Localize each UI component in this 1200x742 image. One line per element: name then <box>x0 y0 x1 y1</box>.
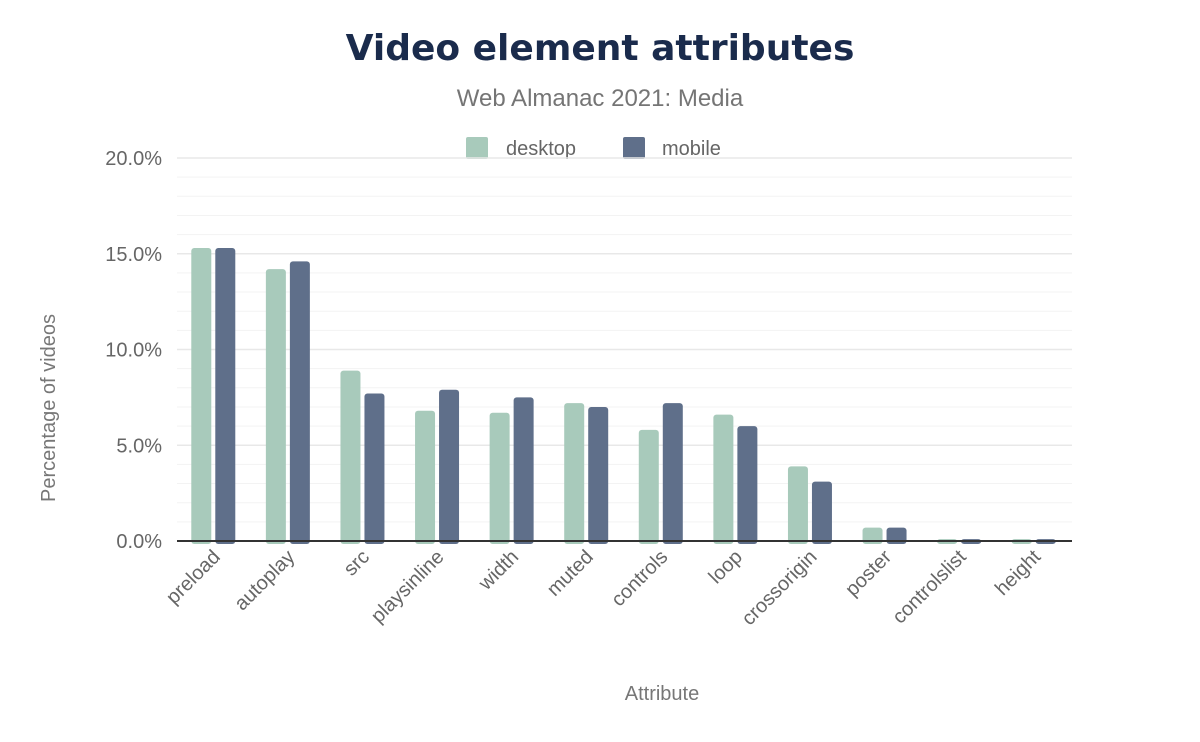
x-tick-label: controlslist <box>888 546 971 629</box>
bar-desktop-poster[interactable] <box>862 527 883 544</box>
bars <box>191 248 1056 544</box>
y-tick-label: 20.0% <box>105 148 162 170</box>
x-tick-label: preload <box>162 546 225 609</box>
bar-desktop-src[interactable] <box>340 370 361 544</box>
bar-desktop-autoplay[interactable] <box>265 269 286 544</box>
chart-subtitle: Web Almanac 2021: Media <box>457 85 744 112</box>
bar-mobile-width[interactable] <box>513 397 534 544</box>
bar-desktop-crossorigin[interactable] <box>787 466 808 544</box>
x-tick-label: crossorigin <box>738 546 822 630</box>
x-tick-label: autoplay <box>230 546 299 615</box>
legend-label-desktop[interactable]: desktop <box>506 138 576 160</box>
y-tick-label: 0.0% <box>116 531 162 553</box>
x-tick-label: width <box>474 546 523 595</box>
bar-mobile-crossorigin[interactable] <box>811 481 832 544</box>
bar-mobile-poster[interactable] <box>886 527 907 544</box>
x-tick-label: poster <box>841 546 896 601</box>
y-axis-title: Percentage of videos <box>38 314 60 502</box>
bar-desktop-loop[interactable] <box>713 414 734 544</box>
legend-label-mobile: mobile <box>662 138 721 160</box>
y-tick-label: 15.0% <box>105 244 162 266</box>
chart-title: Video element attributes <box>346 28 855 69</box>
legend-swatch-mobile[interactable] <box>623 137 645 159</box>
legend: desktop mobile <box>466 137 721 160</box>
x-tick-label: controls <box>607 546 672 611</box>
x-tick-label: muted <box>543 546 598 601</box>
x-tick-label: loop <box>705 546 747 588</box>
x-tick-label: src <box>340 546 374 580</box>
x-tick-label: height <box>991 546 1045 600</box>
bar-mobile-playsinline[interactable] <box>439 389 460 544</box>
legend-swatch-desktop[interactable] <box>466 137 488 159</box>
x-axis-title: Attribute <box>625 683 699 705</box>
y-tick-label: 10.0% <box>105 340 162 362</box>
y-axis-ticks: 0.0% 5.0% 10.0% 15.0% 20.0% <box>105 148 162 553</box>
bar-mobile-autoplay[interactable] <box>289 261 310 544</box>
bar-mobile-preload[interactable] <box>215 248 236 544</box>
gridlines <box>177 157 1072 523</box>
y-tick-label: 5.0% <box>116 435 162 457</box>
bar-mobile-src[interactable] <box>364 393 385 544</box>
bar-mobile-muted[interactable] <box>588 406 609 544</box>
bar-desktop-width[interactable] <box>489 412 510 544</box>
bar-desktop-muted[interactable] <box>564 403 585 544</box>
bar-mobile-controls[interactable] <box>662 403 683 544</box>
bar-desktop-playsinline[interactable] <box>415 410 436 544</box>
x-tick-label: playsinline <box>367 546 449 628</box>
bar-mobile-loop[interactable] <box>737 426 758 544</box>
bar-desktop-controls[interactable] <box>638 429 659 544</box>
bar-desktop-preload[interactable] <box>191 248 212 544</box>
